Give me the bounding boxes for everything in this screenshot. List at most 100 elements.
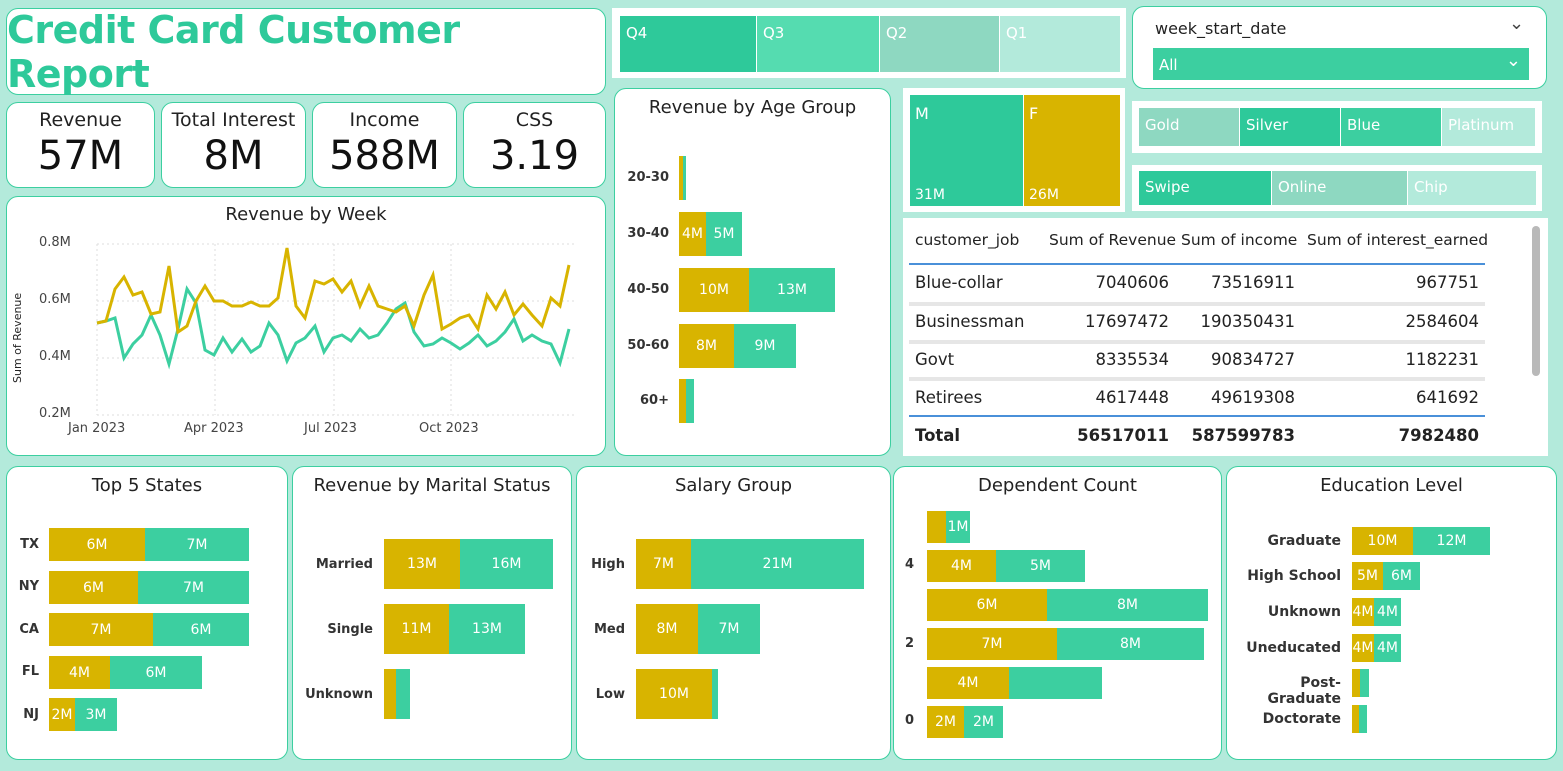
table-cell-revenue: 7040606	[1095, 273, 1170, 292]
dependent-bar-teal[interactable]: 1M	[946, 511, 970, 543]
salary-bar-gold[interactable]: 10M	[636, 669, 712, 719]
state-bar-gold[interactable]: 4M	[49, 656, 110, 689]
table-cell-interest: 641692	[1416, 388, 1479, 407]
quarter-q3-button[interactable]: Q3	[757, 16, 879, 72]
state-label: CA	[19, 622, 39, 637]
dependent-bar-teal[interactable]: 8M	[1047, 589, 1208, 621]
gender-m-tile[interactable]: M 31M	[910, 95, 1023, 206]
age-bar-40-50-gold[interactable]: 10M	[679, 268, 749, 312]
dependent-bar-gold[interactable]: 4M	[927, 550, 996, 582]
marital-status-card: Revenue by Marital Status Married 13M 16…	[292, 466, 572, 760]
dependent-bar-gold[interactable]: 7M	[927, 628, 1057, 660]
education-bar-teal[interactable]: 12M	[1413, 527, 1490, 555]
table-total-row: Total 56517011 587599783 7982480	[909, 418, 1485, 454]
age-bar-50-60-gold[interactable]: 8M	[679, 324, 734, 368]
gender-f-tile[interactable]: F 26M	[1024, 95, 1120, 206]
table-cell-job: Blue-collar	[915, 273, 1003, 292]
education-bar-gold[interactable]	[1352, 705, 1359, 733]
education-bar-gold[interactable]: 4M	[1352, 634, 1374, 662]
table-header-income[interactable]: Sum of income	[1181, 231, 1298, 249]
dependent-bar-teal[interactable]	[1009, 667, 1102, 699]
dependent-bar-gold[interactable]: 2M	[927, 706, 964, 738]
dependent-bar-teal[interactable]: 8M	[1057, 628, 1204, 660]
state-bar-gold[interactable]: 6M	[49, 571, 138, 604]
row-divider	[909, 340, 1485, 344]
state-label: NJ	[23, 707, 39, 722]
state-bar-teal[interactable]: 6M	[153, 613, 249, 646]
marital-bar-gold[interactable]: 11M	[384, 604, 449, 654]
table-row: Govt 8335534 90834727 1182231	[909, 342, 1485, 379]
chip-chip-button[interactable]: Chip	[1408, 171, 1536, 205]
education-bar-gold[interactable]	[1352, 669, 1360, 697]
table-header-divider	[909, 263, 1485, 265]
table-header-interest[interactable]: Sum of interest_earned	[1307, 231, 1489, 249]
dependent-bar-teal[interactable]: 5M	[996, 550, 1085, 582]
education-bar-teal[interactable]: 6M	[1383, 562, 1420, 590]
education-bar-teal[interactable]: 4M	[1374, 598, 1401, 626]
chip-online-button[interactable]: Online	[1272, 171, 1407, 205]
dependent-count-title: Dependent Count	[978, 475, 1137, 496]
education-level-title: Education Level	[1320, 475, 1463, 496]
dependent-bar-gold[interactable]: 6M	[927, 589, 1047, 621]
state-bar-teal[interactable]: 6M	[110, 656, 202, 689]
salary-group-title: Salary Group	[674, 475, 793, 496]
state-label: TX	[20, 537, 39, 552]
state-bar-teal[interactable]: 7M	[138, 571, 249, 604]
card-gold-button[interactable]: Gold	[1139, 108, 1239, 146]
marital-bar-gold[interactable]	[384, 669, 396, 719]
salary-bar-teal[interactable]	[712, 669, 718, 719]
education-bar-teal[interactable]	[1360, 669, 1369, 697]
education-bar-gold[interactable]: 10M	[1352, 527, 1413, 555]
dependent-bar-gold[interactable]	[927, 511, 946, 543]
salary-bar-teal[interactable]: 21M	[691, 539, 864, 589]
salary-bar-teal[interactable]: 7M	[698, 604, 760, 654]
age-bar-50-60-teal[interactable]: 9M	[734, 324, 796, 368]
table-scrollbar[interactable]	[1532, 226, 1540, 376]
dependent-bar-teal[interactable]: 2M	[964, 706, 1003, 738]
quarter-q2-button[interactable]: Q2	[880, 16, 999, 72]
x-tick: Jan 2023	[68, 421, 126, 436]
age-bar-60-plus-gold[interactable]	[679, 379, 686, 423]
age-bar-60-plus-teal[interactable]	[686, 379, 694, 423]
table-header-revenue[interactable]: Sum of Revenue	[1049, 231, 1177, 249]
education-bar-gold[interactable]: 5M	[1352, 562, 1383, 590]
marital-label: Married	[315, 557, 373, 572]
education-bar-teal[interactable]	[1359, 705, 1367, 733]
marital-bar-gold[interactable]: 13M	[384, 539, 460, 589]
age-bar-20-30-teal[interactable]	[683, 156, 686, 200]
chip-swipe-button[interactable]: Swipe	[1139, 171, 1271, 205]
education-bar-teal[interactable]: 4M	[1374, 634, 1401, 662]
marital-bar-teal[interactable]: 16M	[460, 539, 553, 589]
chevron-down-icon[interactable]: ⌄	[1509, 13, 1525, 34]
table-cell-income: 90834727	[1211, 350, 1295, 369]
state-bar-gold[interactable]: 2M	[49, 698, 75, 731]
week-start-date-dropdown[interactable]: All ⌄	[1153, 48, 1529, 80]
age-bar-30-40-gold[interactable]: 4M	[679, 212, 706, 256]
quarter-q1-button[interactable]: Q1	[1000, 16, 1120, 72]
card-blue-button[interactable]: Blue	[1341, 108, 1441, 146]
salary-bar-gold[interactable]: 7M	[636, 539, 691, 589]
kpi-interest-card: Total Interest 8M	[161, 102, 306, 188]
card-silver-button[interactable]: Silver	[1240, 108, 1340, 146]
education-label: Graduate	[1267, 533, 1341, 549]
state-bar-teal[interactable]: 7M	[145, 528, 249, 561]
education-bar-gold[interactable]: 4M	[1352, 598, 1374, 626]
quarter-q4-button[interactable]: Q4	[620, 16, 756, 72]
marital-bar-teal[interactable]: 13M	[449, 604, 525, 654]
education-label: Unknown	[1267, 604, 1341, 620]
row-divider	[909, 377, 1485, 381]
x-tick: Oct 2023	[419, 421, 479, 436]
state-bar-gold[interactable]: 7M	[49, 613, 153, 646]
table-header-job[interactable]: customer_job	[915, 231, 1020, 249]
card-platinum-button[interactable]: Platinum	[1442, 108, 1535, 146]
age-bar-30-40-teal[interactable]: 5M	[706, 212, 742, 256]
state-bar-gold[interactable]: 6M	[49, 528, 145, 561]
table-cell-income: 49619308	[1211, 388, 1295, 407]
marital-bar-teal[interactable]	[396, 669, 410, 719]
salary-bar-gold[interactable]: 8M	[636, 604, 698, 654]
age-label-40-50: 40-50	[627, 282, 669, 297]
state-bar-teal[interactable]: 3M	[75, 698, 117, 731]
age-bar-20-30-gold[interactable]	[679, 156, 683, 200]
dependent-bar-gold[interactable]: 4M	[927, 667, 1009, 699]
age-bar-40-50-teal[interactable]: 13M	[749, 268, 835, 312]
